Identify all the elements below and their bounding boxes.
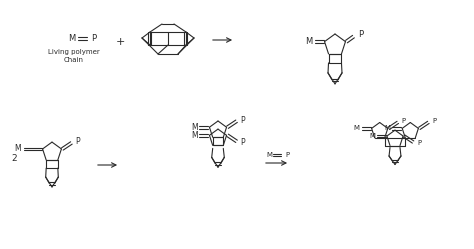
Text: M: M [191, 131, 198, 140]
Text: P: P [285, 152, 289, 158]
Text: M: M [14, 144, 20, 153]
Text: P: P [417, 140, 421, 146]
Text: P: P [358, 30, 364, 39]
Text: P: P [402, 118, 406, 124]
Text: M: M [266, 152, 272, 158]
Text: 2: 2 [12, 154, 18, 163]
Text: M: M [191, 123, 198, 132]
Text: P: P [241, 116, 245, 125]
Text: M: M [354, 125, 360, 131]
Text: M: M [68, 34, 75, 43]
Text: M: M [384, 125, 390, 131]
Text: P: P [75, 137, 80, 146]
Text: P: P [432, 118, 437, 124]
Text: +: + [115, 37, 125, 47]
Text: M: M [305, 37, 312, 46]
Text: M: M [369, 133, 375, 139]
Text: P: P [91, 34, 96, 43]
Text: Living polymer: Living polymer [48, 49, 100, 55]
Text: Chain: Chain [64, 57, 84, 63]
Text: P: P [241, 138, 245, 147]
